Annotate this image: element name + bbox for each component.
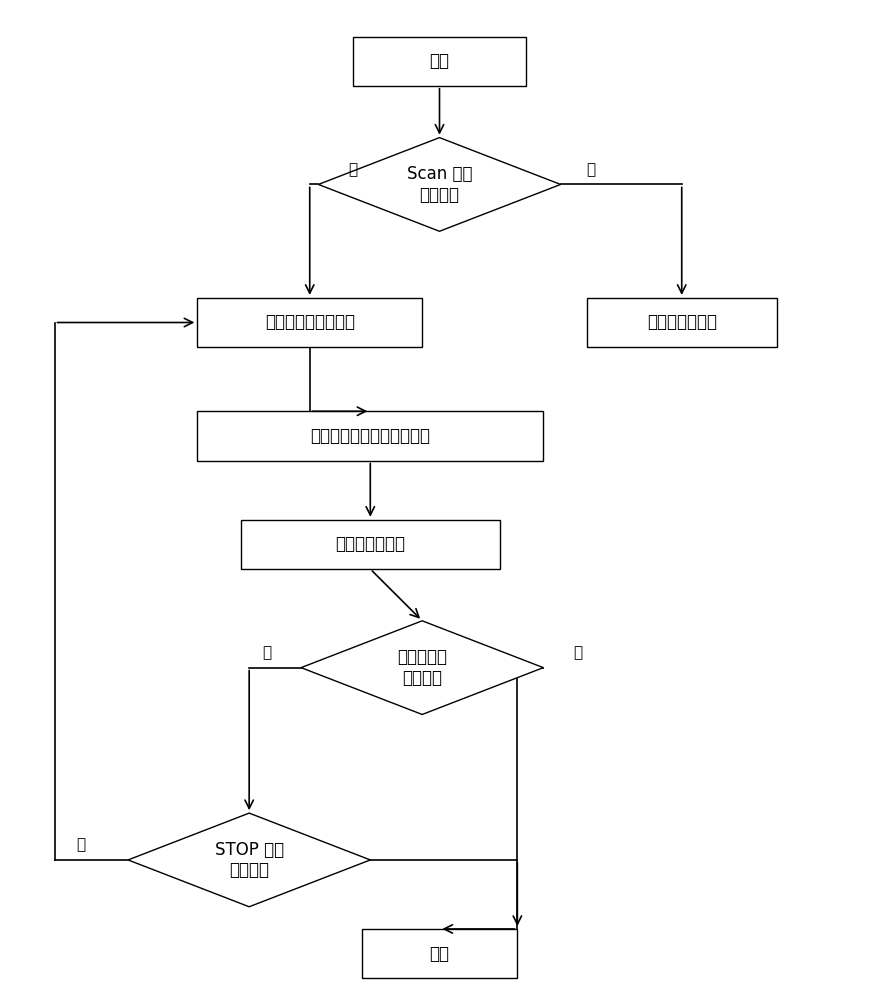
- Text: 否: 否: [262, 645, 270, 660]
- Polygon shape: [128, 813, 370, 907]
- FancyBboxPatch shape: [241, 520, 500, 569]
- Text: 平移台移动一个步长: 平移台移动一个步长: [264, 314, 355, 332]
- Text: 开始: 开始: [429, 52, 449, 70]
- FancyBboxPatch shape: [361, 929, 517, 978]
- Text: 否: 否: [586, 162, 594, 177]
- FancyBboxPatch shape: [197, 298, 421, 347]
- Text: 数据处理，显示: 数据处理，显示: [335, 535, 405, 553]
- Text: 飞秒脉冲积分系统采集数据: 飞秒脉冲积分系统采集数据: [310, 427, 430, 445]
- Text: STOP 按鈕
是否按下: STOP 按鈕 是否按下: [214, 841, 284, 879]
- Text: 是否移动到
目标位置: 是否移动到 目标位置: [397, 648, 447, 687]
- FancyBboxPatch shape: [353, 37, 525, 86]
- Text: 移动到目标位置: 移动到目标位置: [646, 314, 716, 332]
- Text: 否: 否: [76, 838, 85, 853]
- FancyBboxPatch shape: [197, 411, 543, 461]
- Text: 是: 是: [348, 162, 357, 177]
- Polygon shape: [301, 621, 543, 714]
- Text: 是: 是: [572, 645, 582, 660]
- Text: 结束: 结束: [429, 945, 449, 963]
- Text: Scan 按鈕
是否按下: Scan 按鈕 是否按下: [407, 165, 471, 204]
- Polygon shape: [318, 138, 560, 231]
- FancyBboxPatch shape: [586, 298, 776, 347]
